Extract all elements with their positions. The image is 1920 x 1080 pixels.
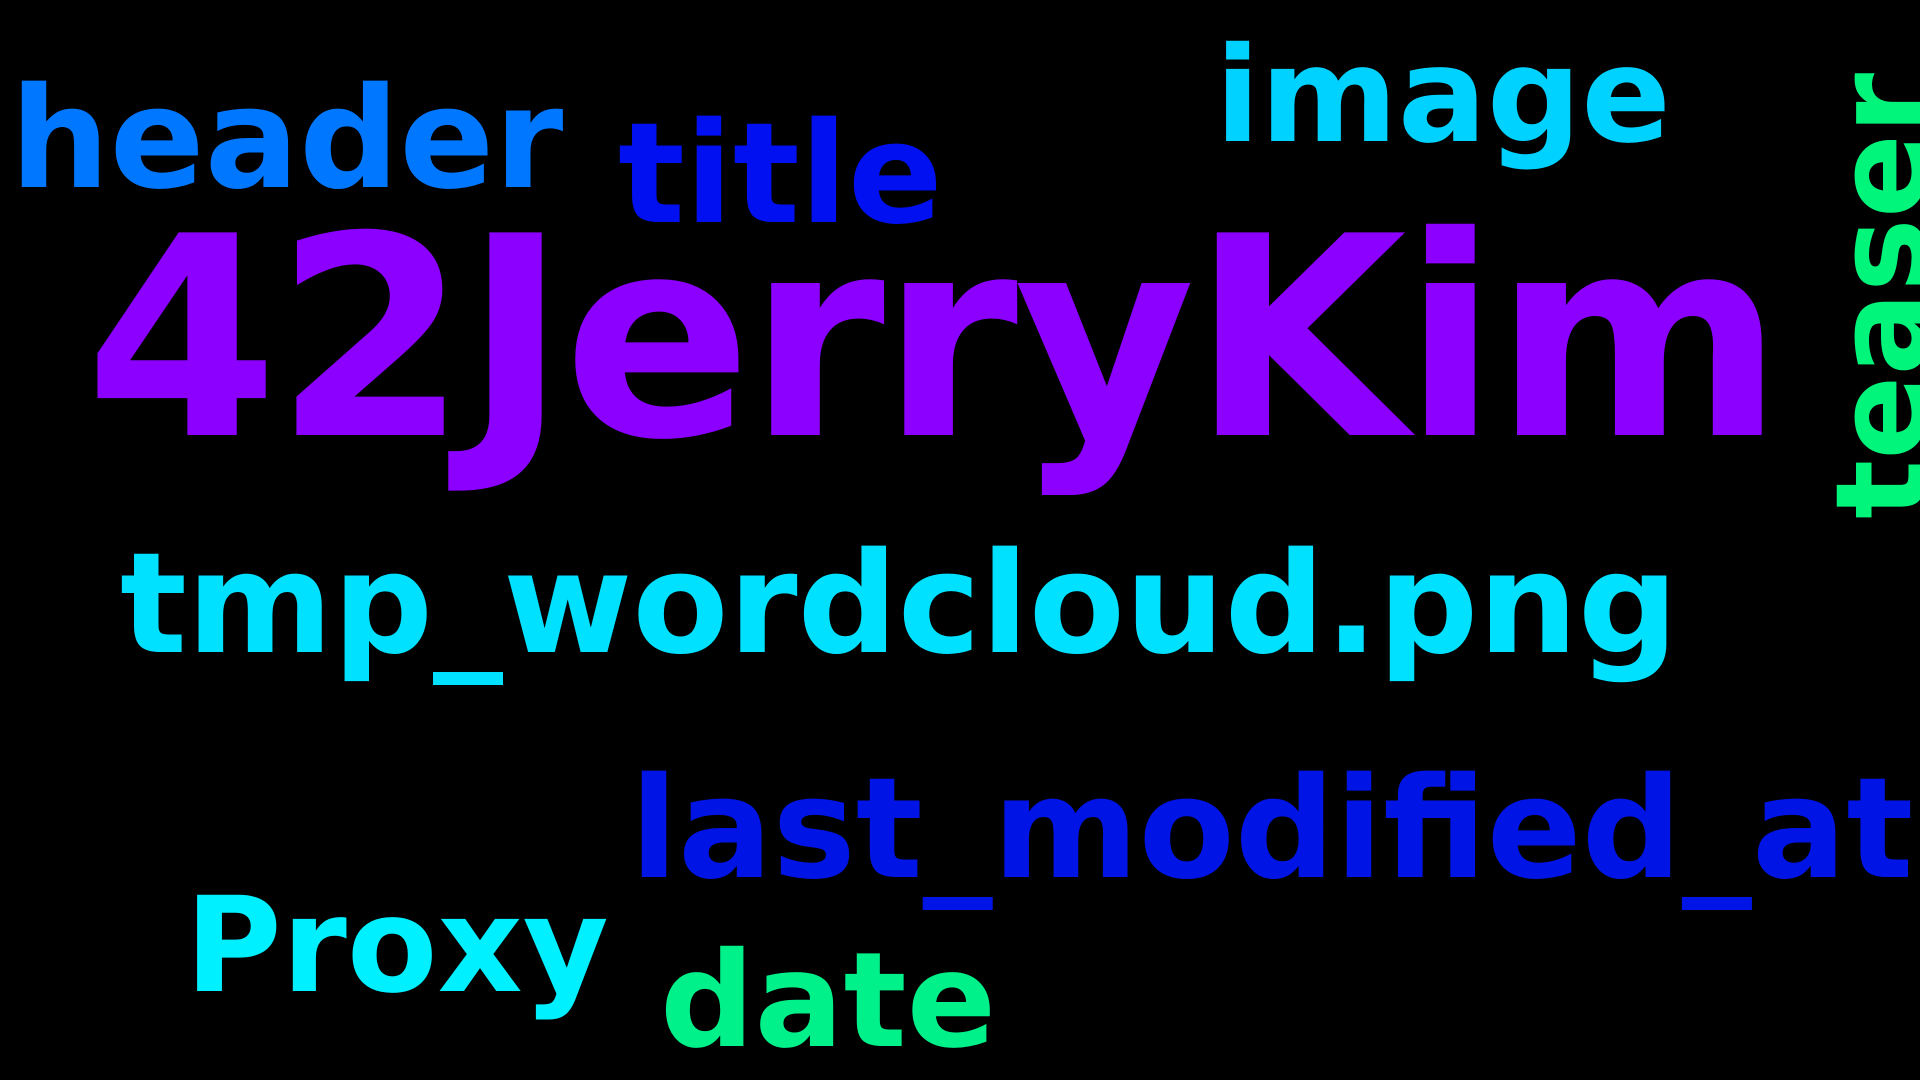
word-tmp-wordcloud-png: tmp_wordcloud.png <box>120 523 1679 686</box>
word-title: title <box>618 93 943 256</box>
word-teaser: teaser <box>1810 72 1920 519</box>
word-42jerrykim: 42JerryKim <box>85 177 1784 501</box>
word-proxy: Proxy <box>185 869 609 1023</box>
word-date: date <box>660 924 997 1078</box>
word-header: header <box>10 58 564 221</box>
word-last-modified-at: last_modified_at <box>630 748 1914 911</box>
word-image: image <box>1215 19 1671 173</box>
